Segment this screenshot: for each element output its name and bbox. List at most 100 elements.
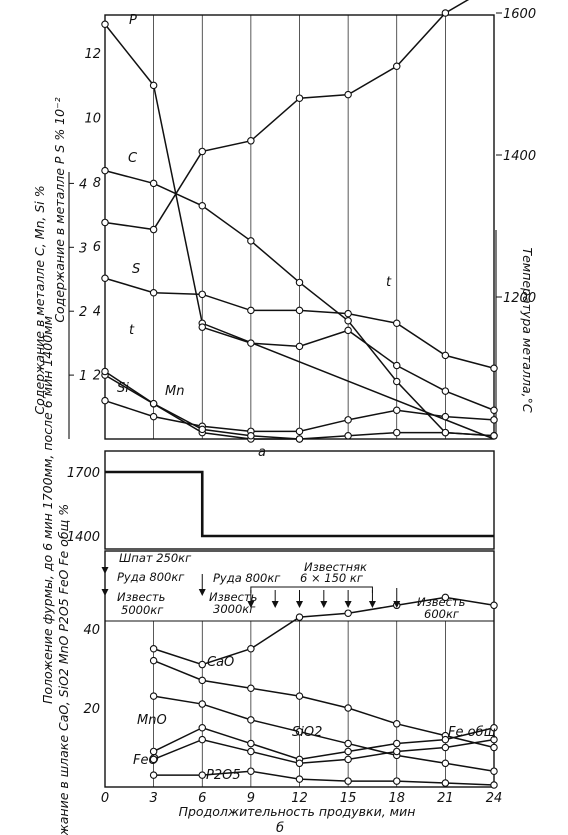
slag-series-line — [153, 695, 495, 772]
slag-series-line — [153, 726, 495, 761]
tick-label-x: 24 — [486, 791, 503, 806]
panel-lance: 1400 1700 Положение фурмы, до 6 мин 1700мм… — [40, 316, 495, 704]
add-izv18-amount: 600кг — [424, 607, 460, 621]
data-point — [149, 412, 158, 421]
data-point — [295, 435, 304, 443]
slag-series-label: FeO — [133, 753, 159, 768]
tick-label-left-outer: 2 — [79, 305, 87, 320]
slag-series-label: Fe общ — [448, 725, 496, 740]
data-point — [149, 288, 158, 297]
addition-arrow-head — [368, 601, 376, 608]
axis-label-left-inner: Содержание в металле P S % 10⁻² — [52, 97, 67, 322]
data-point — [247, 237, 255, 245]
axis-label-b: Содержание в шлаке CaO, SiO2 MnO P2O5 Fe… — [56, 504, 71, 835]
tick-label-b: 40 — [83, 623, 100, 638]
slag-series-label: SiO2 — [292, 725, 322, 740]
data-point — [392, 406, 401, 414]
data-point — [441, 412, 450, 421]
add-ruda6-label: Руда 800кг — [213, 571, 281, 585]
data-point — [198, 425, 207, 434]
tick-label-x: 3 — [149, 791, 157, 806]
tick-label-right: 1600 — [503, 7, 536, 22]
series-label-t-upper: t — [386, 275, 392, 290]
add-shpat-label: Шпат 250кг — [119, 551, 192, 565]
data-point — [344, 317, 352, 325]
data-point — [441, 428, 450, 437]
slag-data-point — [490, 743, 498, 752]
data-point — [247, 306, 255, 315]
slag-series-line — [153, 770, 495, 786]
data-point — [101, 166, 109, 175]
tick-label-left-inner: 2 — [93, 369, 101, 384]
slag-data-point — [149, 692, 158, 700]
tick-label-b: 20 — [83, 702, 100, 717]
series-label-P: P — [129, 13, 137, 28]
panel-lance-frame — [104, 450, 495, 550]
data-point — [392, 319, 401, 328]
tick-label-left-inner: 10 — [84, 112, 101, 127]
axis-label-lance: Положение фурмы, до 6 мин 1700мм, после … — [40, 316, 55, 704]
addition-arrow-head — [296, 601, 303, 608]
slag-data-point — [441, 743, 450, 752]
addition-arrow-head — [344, 601, 352, 608]
annotations: а б Шпат 250кг Руда 800кг Известь 5000кг… — [117, 445, 465, 835]
axis-label-left-outer: Содержание в металле C, Mn, Si % — [32, 185, 47, 414]
data-point — [149, 81, 158, 90]
data-point — [101, 274, 109, 282]
slag-series-line — [153, 596, 495, 666]
series-label-S: S — [132, 262, 140, 277]
data-point — [441, 351, 450, 360]
tick-label-left-inner: 8 — [93, 176, 101, 191]
data-point — [490, 432, 498, 440]
slag-data-point — [149, 656, 158, 665]
axis-label-x: Продолжительность продувки, мин — [179, 804, 416, 819]
addition-arrow-head — [271, 601, 279, 608]
data-point — [295, 427, 304, 436]
data-point — [198, 290, 207, 299]
tick-label-left-inner: 4 — [93, 304, 101, 319]
data-point — [149, 399, 158, 408]
slag-data-point — [490, 601, 498, 610]
slag-data-point — [149, 771, 158, 779]
add-izv0-amount: 5000кг — [121, 603, 164, 617]
slag-data-point — [295, 613, 304, 621]
data-point — [198, 202, 207, 210]
tick-label-right: 1200 — [503, 291, 536, 306]
slag-data-point — [441, 735, 450, 744]
tick-label-x: 0 — [101, 791, 109, 806]
tick-label-lance: 1700 — [67, 466, 100, 481]
slag-data-point — [441, 593, 450, 602]
slag-data-point — [198, 660, 207, 669]
slag-data-point — [441, 779, 450, 787]
data-point — [490, 406, 498, 414]
data-point — [344, 90, 352, 99]
series-label-C: C — [128, 151, 138, 166]
slag-data-point — [392, 739, 401, 748]
slag-data-point — [295, 692, 304, 700]
addition-arrow-head — [198, 589, 206, 596]
slag-series-label: CaO — [207, 655, 234, 670]
tick-label-left-outer: 4 — [79, 177, 87, 192]
series-label-Si: Si — [117, 381, 129, 396]
data-point — [295, 278, 304, 287]
data-point — [392, 361, 401, 370]
addition-arrow-head — [320, 601, 328, 608]
addition-arrow-head — [247, 601, 255, 608]
slag-data-point — [392, 720, 401, 728]
panel-b: 20 40 0 3 6 9 12 15 18 21 24 Продолжительность прод… — [56, 504, 502, 835]
series-line-P — [104, 23, 495, 440]
slag-data-point — [149, 747, 158, 756]
tick-label-x: 12 — [291, 791, 308, 806]
slag-data-point — [441, 759, 450, 768]
slag-series-line — [153, 659, 495, 749]
slag-data-point — [247, 739, 255, 748]
slag-data-point — [149, 755, 158, 764]
data-point — [101, 20, 109, 29]
data-point — [247, 339, 255, 347]
data-point — [247, 137, 255, 145]
slag-data-point — [198, 700, 207, 708]
data-point — [295, 94, 304, 102]
data-point — [344, 326, 352, 335]
slag-data-point — [392, 747, 401, 756]
limestone-bracket — [250, 586, 373, 593]
